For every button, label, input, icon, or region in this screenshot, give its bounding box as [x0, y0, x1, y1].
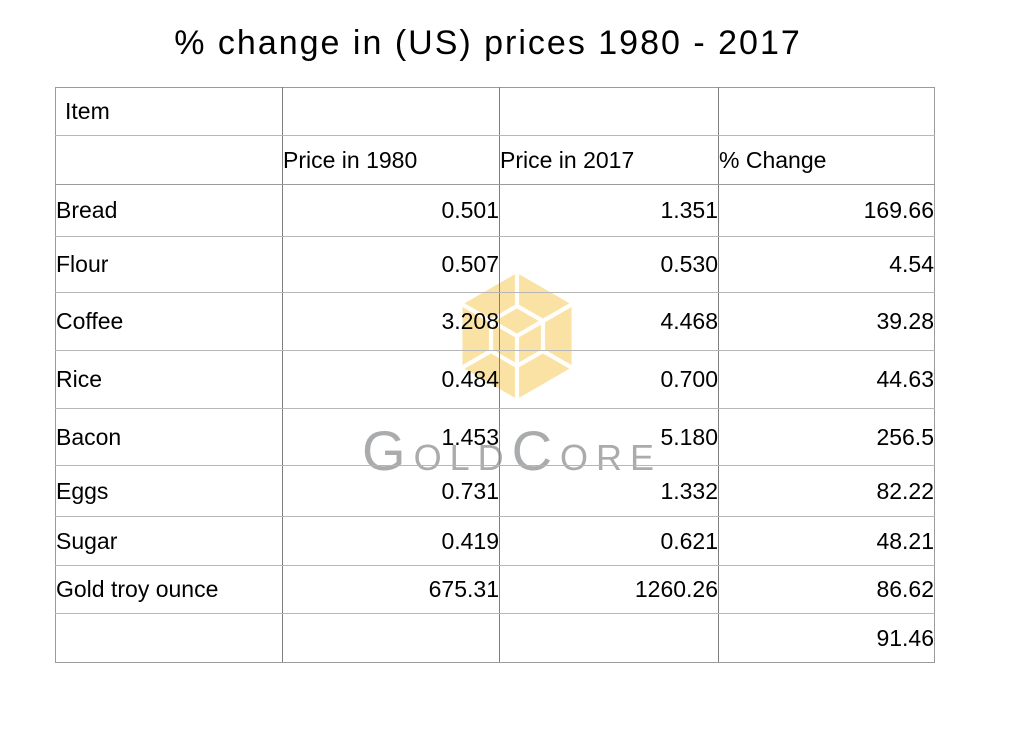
header-item-label: Item	[55, 87, 283, 136]
pct-change-cell: 82.22	[718, 465, 935, 517]
table-row: Sugar 0.419 0.621 48.21	[55, 516, 935, 566]
pct-change-cell: 256.5	[718, 408, 935, 466]
table-row: Gold troy ounce 675.31 1260.26 86.62	[55, 565, 935, 614]
price-2017-cell: 1260.26	[499, 565, 719, 614]
table-row: Rice 0.484 0.700 44.63	[55, 350, 935, 409]
header-empty-cell	[55, 135, 283, 185]
chart-title: % change in (US) prices 1980 - 2017	[174, 24, 802, 62]
price-1980-cell: 0.507	[282, 236, 500, 293]
price-1980-cell: 0.731	[282, 465, 500, 517]
pct-change-cell: 86.62	[718, 565, 935, 614]
item-cell: Flour	[55, 236, 283, 293]
price-2017-cell: 4.468	[499, 292, 719, 351]
header-pct-change: % Change	[718, 135, 935, 185]
price-2017-cell: 0.530	[499, 236, 719, 293]
header-price-1980: Price in 1980	[282, 135, 500, 185]
price-1980-cell	[282, 613, 500, 663]
pct-change-cell: 4.54	[718, 236, 935, 293]
price-1980-cell: 675.31	[282, 565, 500, 614]
price-2017-cell: 1.351	[499, 184, 719, 237]
table-row: Flour 0.507 0.530 4.54	[55, 236, 935, 293]
item-cell: Eggs	[55, 465, 283, 517]
price-2017-cell: 0.621	[499, 516, 719, 566]
price-2017-cell	[499, 613, 719, 663]
header-empty-cell	[499, 87, 719, 136]
item-cell: Rice	[55, 350, 283, 409]
price-2017-cell: 1.332	[499, 465, 719, 517]
item-cell: Coffee	[55, 292, 283, 351]
header-price-2017: Price in 2017	[499, 135, 719, 185]
pct-change-cell: 44.63	[718, 350, 935, 409]
item-cell: Bread	[55, 184, 283, 237]
header-empty-cell	[718, 87, 935, 136]
item-cell	[55, 613, 283, 663]
price-1980-cell: 1.453	[282, 408, 500, 466]
price-1980-cell: 0.501	[282, 184, 500, 237]
item-cell: Sugar	[55, 516, 283, 566]
table-header-row-item: Item	[55, 87, 935, 136]
price-2017-cell: 0.700	[499, 350, 719, 409]
price-1980-cell: 0.484	[282, 350, 500, 409]
header-empty-cell	[282, 87, 500, 136]
table-row: 91.46	[55, 613, 935, 663]
price-1980-cell: 0.419	[282, 516, 500, 566]
item-cell: Gold troy ounce	[55, 565, 283, 614]
table-row: Bacon 1.453 5.180 256.5	[55, 408, 935, 466]
price-change-table: Item Price in 1980 Price in 2017 % Chang…	[55, 87, 935, 663]
pct-change-cell: 39.28	[718, 292, 935, 351]
table-header-row-columns: Price in 1980 Price in 2017 % Change	[55, 135, 935, 185]
pct-change-cell: 169.66	[718, 184, 935, 237]
table-row: Coffee 3.208 4.468 39.28	[55, 292, 935, 351]
table-body: Bread 0.501 1.351 169.66 Flour 0.507 0.530 4.54…	[55, 184, 935, 663]
price-1980-cell: 3.208	[282, 292, 500, 351]
pct-change-cell: 91.46	[718, 613, 935, 663]
item-cell: Bacon	[55, 408, 283, 466]
table-row: Bread 0.501 1.351 169.66	[55, 184, 935, 237]
table-row: Eggs 0.731 1.332 82.22	[55, 465, 935, 517]
price-2017-cell: 5.180	[499, 408, 719, 466]
pct-change-cell: 48.21	[718, 516, 935, 566]
